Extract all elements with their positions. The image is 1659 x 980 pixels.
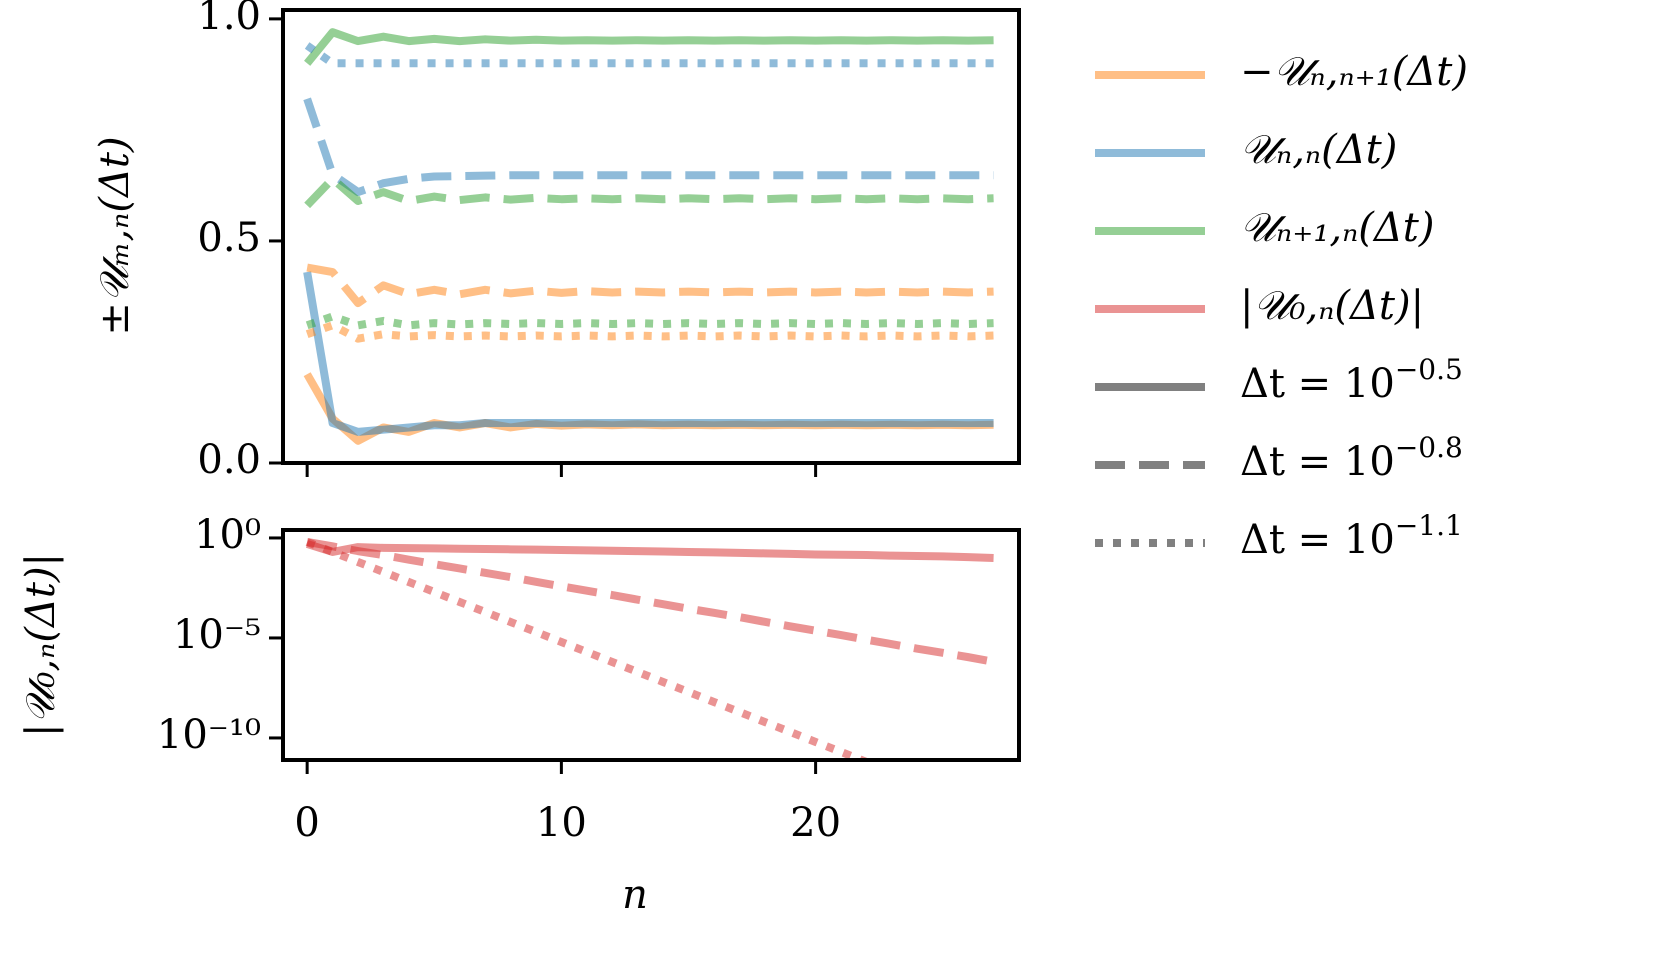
- legend-label-exponent: −0.8: [1395, 431, 1463, 464]
- legend-label: |𝒰₀,ₙ(Δt)|: [1240, 283, 1424, 329]
- y-tick-label: 0.0: [197, 437, 261, 483]
- data-line: [306, 538, 995, 666]
- data-line: [304, 28, 994, 66]
- legend-label-base: Δt = 10: [1240, 439, 1395, 485]
- y-tick-label: 0.5: [197, 215, 261, 261]
- legend-label-base: Δt = 10: [1240, 361, 1395, 407]
- y-tick-label: 1.0: [197, 0, 261, 39]
- y-axis-label: ±𝒰ₘ,ₙ(Δt): [92, 136, 138, 335]
- y-tick-label: 10⁻¹⁰: [157, 712, 261, 758]
- legend-label: 𝒰ₙ₊₁,ₙ(Δt): [1240, 205, 1434, 251]
- y-tick-label: 10⁰: [194, 512, 261, 558]
- legend-label: Δt = 10−1.1: [1240, 509, 1463, 564]
- legend-label: Δt = 10−0.5: [1240, 353, 1463, 408]
- data-line: [305, 321, 994, 343]
- x-tick-label: 0: [294, 800, 319, 846]
- data-line: [303, 271, 994, 436]
- data-line: [305, 538, 873, 760]
- x-axis-label: n: [622, 872, 648, 918]
- data-line: [304, 174, 994, 209]
- data-line: [303, 97, 994, 197]
- legend-label: Δt = 10−0.8: [1240, 431, 1463, 486]
- x-tick-label: 10: [536, 800, 587, 846]
- data-line: [305, 312, 994, 330]
- plot-area: [305, 538, 995, 760]
- legend-label: 𝒰ₙ,ₙ(Δt): [1240, 127, 1397, 173]
- data-line: [306, 263, 994, 308]
- legend-label-exponent: −1.1: [1395, 509, 1463, 542]
- plot-area: [303, 28, 994, 445]
- data-line: [304, 42, 994, 68]
- legend-label-exponent: −0.5: [1395, 353, 1463, 386]
- x-tick-label: 20: [790, 800, 841, 846]
- legend-label-base: Δt = 10: [1240, 517, 1395, 563]
- axes-frame: [281, 8, 1021, 465]
- legend-label: −𝒰ₙ,ₙ₊₁(Δt): [1240, 49, 1468, 95]
- axes-frame: [281, 528, 1021, 762]
- y-tick-label: 10⁻⁵: [173, 612, 261, 658]
- data-line: [305, 540, 994, 562]
- y-axis-label: |𝒰₀,ₙ(Δt)|: [18, 553, 64, 737]
